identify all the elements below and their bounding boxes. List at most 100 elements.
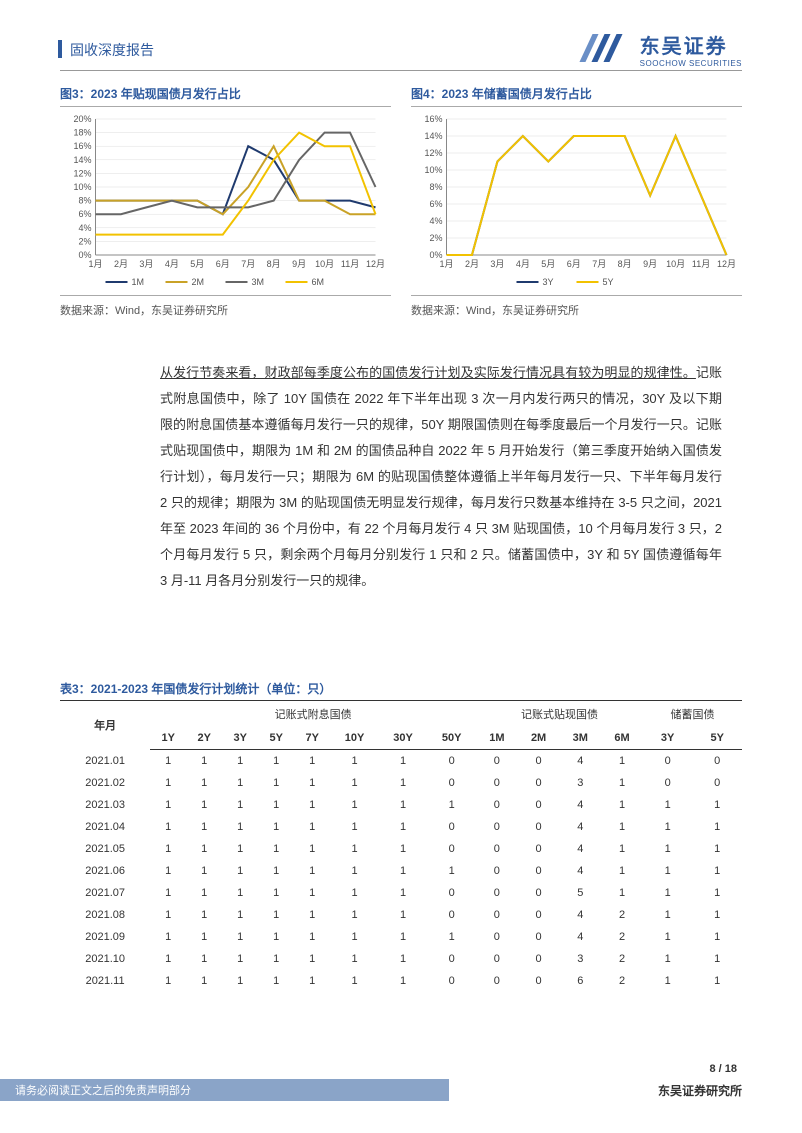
svg-text:10月: 10月 [666, 259, 685, 269]
logo-text-en: SOOCHOW SECURITIES [640, 59, 742, 68]
col-header: 3Y [643, 727, 692, 750]
svg-text:1M: 1M [132, 277, 145, 287]
body-rest: 记账式附息国债中，除了 10Y 国债在 2022 年下半年出现 3 次一月内发行… [160, 365, 722, 588]
svg-text:3月: 3月 [139, 259, 153, 269]
svg-text:11月: 11月 [341, 259, 359, 269]
underline-text: 从发行节奏来看，财政部每季度公布的国债发行计划及实际发行情况具有较为明显的规律性… [160, 365, 696, 380]
table-row: 2021.0911111111004211 [60, 926, 742, 948]
svg-text:12%: 12% [424, 148, 442, 158]
svg-text:10%: 10% [424, 165, 442, 175]
svg-text:14%: 14% [424, 131, 442, 141]
svg-text:1月: 1月 [439, 259, 453, 269]
col-header: 5Y [258, 727, 294, 750]
chart-source: 数据来源：Wind，东吴证券研究所 [411, 302, 742, 318]
svg-text:6月: 6月 [567, 259, 581, 269]
report-type: 固收深度报告 [70, 40, 154, 60]
svg-text:4月: 4月 [165, 259, 179, 269]
page-number: 8 / 18 [709, 1063, 737, 1075]
table-row: 2021.0311111111004111 [60, 794, 742, 816]
svg-text:7月: 7月 [241, 259, 255, 269]
footer-institute: 东吴证券研究所 [449, 1082, 802, 1099]
table-row: 2021.1111111110006211 [60, 970, 742, 992]
col-header: 3Y [222, 727, 258, 750]
table-row: 2021.0211111110003100 [60, 772, 742, 794]
svg-text:8%: 8% [78, 196, 91, 206]
col-header: 6M [601, 727, 643, 750]
chart-3-svg: 0%2%4%6%8%10%12%14%16%18%20%1月2月3月4月5月6月… [60, 111, 391, 291]
svg-text:8月: 8月 [618, 259, 632, 269]
chart-4: 图4：2023 年储蓄国债月发行占比 0%2%4%6%8%10%12%14%16… [411, 85, 742, 318]
col-header: 5Y [692, 727, 742, 750]
col-header: 2Y [186, 727, 222, 750]
svg-text:16%: 16% [424, 114, 442, 124]
svg-text:2%: 2% [78, 236, 91, 246]
svg-text:10%: 10% [73, 182, 91, 192]
table-row: 2021.0611111111004111 [60, 860, 742, 882]
accent-bar [58, 40, 62, 58]
table-row: 2021.1011111110003211 [60, 948, 742, 970]
svg-text:10月: 10月 [315, 259, 334, 269]
chart-source: 数据来源：Wind，东吴证券研究所 [60, 302, 391, 318]
body-paragraph: 从发行节奏来看，财政部每季度公布的国债发行计划及实际发行情况具有较为明显的规律性… [160, 360, 722, 594]
col-header: 30Y [379, 727, 428, 750]
chart-4-svg: 0%2%4%6%8%10%12%14%16%1月2月3月4月5月6月7月8月9月… [411, 111, 742, 291]
svg-text:14%: 14% [73, 155, 91, 165]
svg-text:2M: 2M [192, 277, 205, 287]
svg-text:7月: 7月 [592, 259, 606, 269]
col-header: 2M [518, 727, 560, 750]
svg-text:16%: 16% [73, 141, 91, 151]
svg-text:3M: 3M [252, 277, 265, 287]
svg-text:11月: 11月 [692, 259, 710, 269]
svg-text:12月: 12月 [717, 259, 736, 269]
svg-text:2%: 2% [429, 233, 442, 243]
svg-text:6%: 6% [429, 199, 442, 209]
chart-3: 图3：2023 年贴现国债月发行占比 0%2%4%6%8%10%12%14%16… [60, 85, 391, 318]
table-row: 2021.0111111110004100 [60, 750, 742, 773]
table-title: 表3：2021-2023 年国债发行计划统计（单位：只） [60, 680, 331, 697]
logo-text-cn: 东吴证券 [640, 30, 742, 59]
svg-text:6月: 6月 [216, 259, 230, 269]
svg-text:8月: 8月 [267, 259, 281, 269]
svg-text:4%: 4% [78, 223, 91, 233]
footer-bar: 请务必阅读正文之后的免责声明部分 东吴证券研究所 [0, 1079, 802, 1101]
logo-icon [582, 34, 632, 64]
col-header: 1Y [150, 727, 186, 750]
svg-text:3月: 3月 [490, 259, 504, 269]
svg-text:4月: 4月 [516, 259, 530, 269]
svg-text:3Y: 3Y [543, 277, 554, 287]
table-row: 2021.0711111110005111 [60, 882, 742, 904]
svg-text:6%: 6% [78, 209, 91, 219]
col-ym: 年月 [60, 701, 150, 750]
svg-text:9月: 9月 [643, 259, 657, 269]
svg-text:1月: 1月 [88, 259, 102, 269]
svg-text:18%: 18% [73, 128, 91, 138]
brand-header: 东吴证券 SOOCHOW SECURITIES [582, 30, 742, 68]
svg-text:2月: 2月 [114, 259, 128, 269]
header-divider [60, 70, 742, 71]
col-group-3: 储蓄国债 [643, 701, 742, 728]
svg-text:8%: 8% [429, 182, 442, 192]
svg-text:4%: 4% [429, 216, 442, 226]
table-row: 2021.0811111110004211 [60, 904, 742, 926]
svg-text:20%: 20% [73, 114, 91, 124]
table-row: 2021.0411111110004111 [60, 816, 742, 838]
col-header: 7Y [294, 727, 330, 750]
col-group-2: 记账式贴现国债 [476, 701, 643, 728]
issuance-table: 年月记账式附息国债记账式贴现国债储蓄国债1Y2Y3Y5Y7Y10Y30Y50Y1… [60, 700, 742, 992]
chart-title: 图4：2023 年储蓄国债月发行占比 [411, 85, 742, 102]
charts-row: 图3：2023 年贴现国债月发行占比 0%2%4%6%8%10%12%14%16… [60, 85, 742, 318]
svg-text:5月: 5月 [541, 259, 555, 269]
footer-disclaimer: 请务必阅读正文之后的免责声明部分 [0, 1079, 449, 1101]
svg-text:5月: 5月 [190, 259, 204, 269]
svg-text:12%: 12% [73, 168, 91, 178]
col-header: 1M [476, 727, 518, 750]
svg-text:2月: 2月 [465, 259, 479, 269]
svg-text:12月: 12月 [366, 259, 385, 269]
col-header: 50Y [427, 727, 476, 750]
svg-text:9月: 9月 [292, 259, 306, 269]
table-row: 2021.0511111110004111 [60, 838, 742, 860]
col-header: 10Y [330, 727, 379, 750]
col-group-1: 记账式附息国债 [150, 701, 476, 728]
chart-title: 图3：2023 年贴现国债月发行占比 [60, 85, 391, 102]
col-header: 3M [559, 727, 601, 750]
